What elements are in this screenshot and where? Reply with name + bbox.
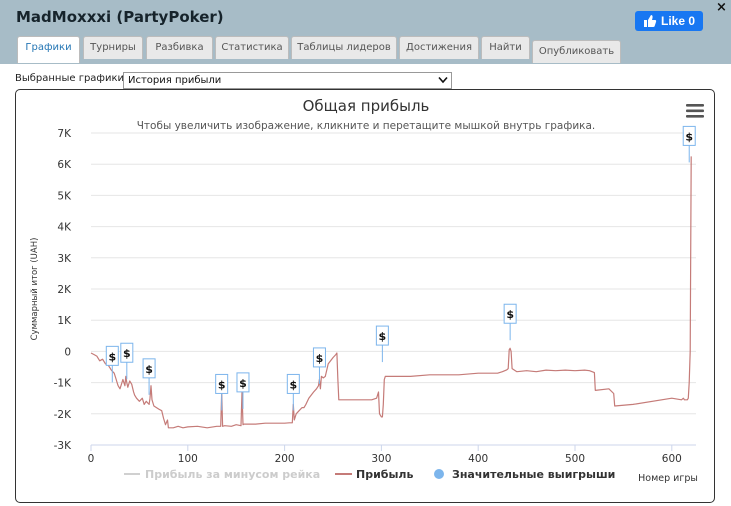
chart-selector-dropdown[interactable]: История прибыли [123,72,452,89]
big-win-flag: $ [682,125,696,163]
x-axis-ticks: 0 100 200 300 400 500 600 [88,445,682,465]
close-icon[interactable]: × [716,0,727,15]
x-axis-label: Номер игры [638,473,698,484]
big-win-flag-box [286,373,300,394]
profit-chart[interactable]: 7K 6K 5K 4K 3K 2K 1K 0 -1K -2K -3K 0 100 200 300 400 50… [16,90,714,502]
big-win-flag: $ [375,325,389,363]
chart-legend: Прибыль за минусом рейка Прибыль Значитель… [124,468,615,481]
chart-panel: 7K 6K 5K 4K 3K 2K 1K 0 -1K -2K -3K 0 100 200 300 400 50… [15,89,715,503]
profit-series-line [90,156,692,429]
big-win-markers: $ $ $ $ $ $ $ $ $ $ [105,125,696,411]
series-group [90,156,692,429]
tab-achievements[interactable]: Достижения [399,36,479,59]
y-tick-label: -2K [54,409,72,421]
y-axis-ticks: 7K 6K 5K 4K 3K 2K 1K 0 -1K -2K -3K [54,128,72,452]
y-tick-label: 3K [57,253,72,265]
tab-search[interactable]: Найти [481,36,530,59]
big-win-flag: $ [142,358,156,395]
tab-publish[interactable]: Опубликовать [532,40,621,63]
x-tick-label: 200 [275,453,295,465]
big-win-flag-label: $ [506,308,514,321]
y-axis-label: Суммарный итог (UAH) [30,238,40,341]
big-win-flag-label: $ [123,347,131,360]
y-tick-label: 2K [57,284,72,296]
y-tick-label: 7K [57,128,72,140]
big-win-flag: $ [286,373,300,411]
tab-tournaments[interactable]: Турниры [83,36,143,59]
chart-grid [91,132,696,446]
tab-statistics[interactable]: Статистика [215,36,289,59]
x-tick-label: 500 [565,453,585,465]
big-win-flag: $ [312,347,326,384]
big-win-flag-box [142,358,156,379]
x-tick-label: 0 [88,453,95,465]
big-win-flag-label: $ [239,377,247,390]
big-win-flag: $ [236,372,250,409]
legend-profit-label: Прибыль [356,468,413,481]
tab-leaderboards[interactable]: Таблицы лидеров [291,36,397,59]
big-win-flag-box [312,347,326,368]
big-win-flag-box [236,372,250,393]
big-win-flag-label: $ [145,363,153,376]
x-tick-label: 600 [662,453,682,465]
chart-title: Общая прибыль [303,97,430,115]
y-tick-label: 5K [57,190,72,202]
chart-subtitle: Чтобы увеличить изображение, кликните и … [137,120,596,132]
x-tick-label: 300 [371,453,391,465]
big-win-flag-label: $ [108,350,116,363]
window-title: MadMoxxxi (PartyPoker) [16,8,224,26]
chevron-down-icon [438,76,448,84]
big-win-flag: $ [503,303,517,341]
big-win-flag-label: $ [289,378,297,391]
thumbs-up-icon [644,15,657,27]
tab-charts[interactable]: Графики [17,36,80,63]
big-win-flag-box [503,303,517,324]
hamburger-menu-icon[interactable] [686,103,704,121]
legend-rake-label: Прибыль за минусом рейка [145,468,320,481]
big-win-flag-box [120,342,134,363]
big-win-flag-box [215,373,229,394]
y-tick-label: -1K [54,378,72,390]
big-win-flag-label: $ [218,378,226,391]
chart-selector-value: История прибыли [128,75,222,86]
y-tick-label: 4K [57,222,72,234]
big-win-flag-box [105,345,119,366]
like-label: Like 0 [661,14,696,28]
facebook-like-button[interactable]: Like 0 [635,11,703,31]
big-win-flag-label: $ [316,352,324,365]
legend-big-win-label: Значительные выигрыши [452,468,615,481]
chart-selector-label: Выбранные графики: [15,73,128,84]
big-win-flag: $ [105,345,119,383]
big-win-flag-box [682,125,696,146]
y-tick-label: 1K [57,315,72,327]
y-tick-label: -3K [54,440,72,452]
big-win-flag-label: $ [379,330,387,343]
tab-breakdown[interactable]: Разбивка [146,36,213,59]
big-win-flag-box [375,325,389,346]
x-tick-label: 100 [178,453,198,465]
legend-big-win-swatch [434,469,444,479]
big-win-flag-label: $ [685,130,693,143]
y-tick-label: 6K [57,159,72,171]
y-tick-label: 0 [64,346,71,358]
big-win-flag: $ [120,342,134,380]
window-header: MadMoxxxi (PartyPoker) Like 0 × Графики … [0,0,731,64]
big-win-flag: $ [215,373,229,411]
x-tick-label: 400 [468,453,488,465]
